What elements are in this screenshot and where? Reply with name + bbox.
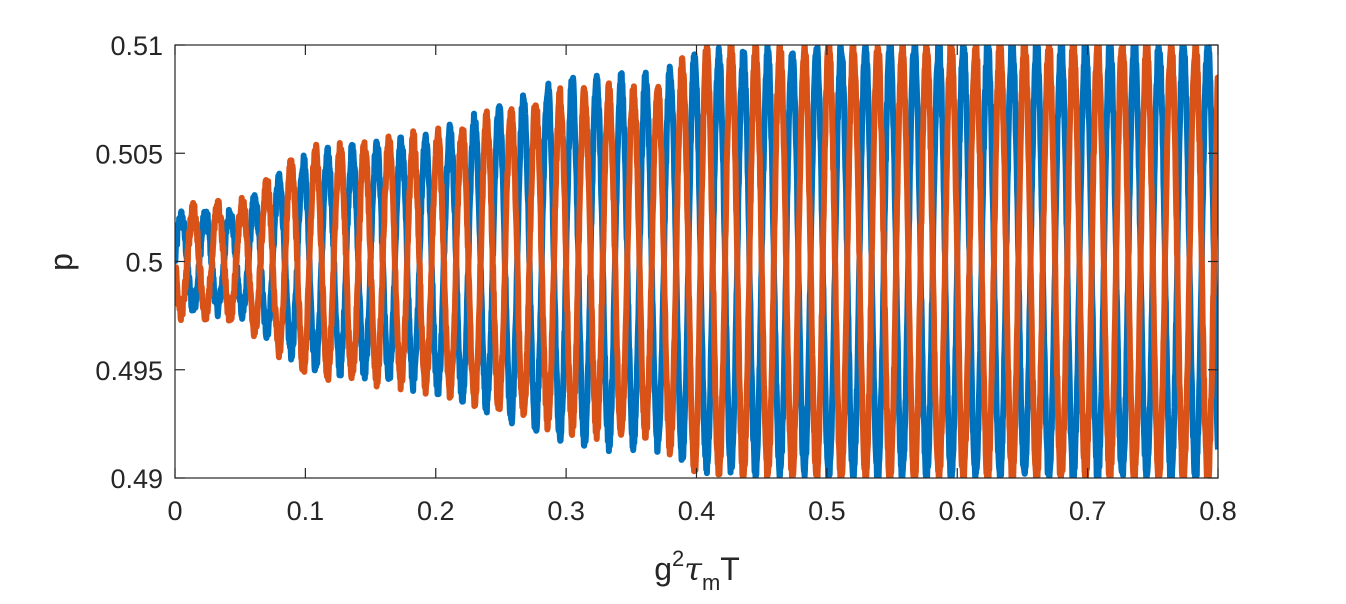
x-tick-label: 0.3 [547, 496, 585, 526]
series-line-2 [175, 45, 1218, 478]
y-tick-label: 0.51 [110, 31, 163, 61]
x-axis-label-sub: m [702, 570, 720, 595]
x-tick-label: 0.1 [287, 496, 325, 526]
y-tick-label: 0.495 [95, 356, 163, 386]
y-axis-label: p [43, 253, 79, 271]
x-axis-label-tau: τ [684, 550, 703, 588]
x-tick-label: 0.7 [1069, 496, 1107, 526]
x-axis-label: g2τmT [654, 546, 740, 595]
x-axis-label-base: g [654, 551, 672, 587]
tick-layer: 0 0.1 0.2 0.3 0.4 0.5 0.6 0.7 0.8 0.49 0.495 0.5 0.5… [95, 31, 1236, 526]
y-tick-label: 0.505 [95, 139, 163, 169]
y-tick-label: 0.5 [125, 248, 163, 278]
x-axis-label-tail: T [720, 551, 740, 587]
x-tick-label: 0 [167, 496, 182, 526]
x-tick-label: 0.2 [417, 496, 455, 526]
x-tick-label: 0.6 [938, 496, 976, 526]
x-axis-label-sup: 2 [672, 546, 684, 571]
y-tick-label: 0.49 [110, 464, 163, 494]
x-tick-label: 0.8 [1199, 496, 1237, 526]
x-tick-label: 0.4 [678, 496, 716, 526]
series-layer [175, 45, 1218, 478]
x-tick-label: 0.5 [808, 496, 846, 526]
